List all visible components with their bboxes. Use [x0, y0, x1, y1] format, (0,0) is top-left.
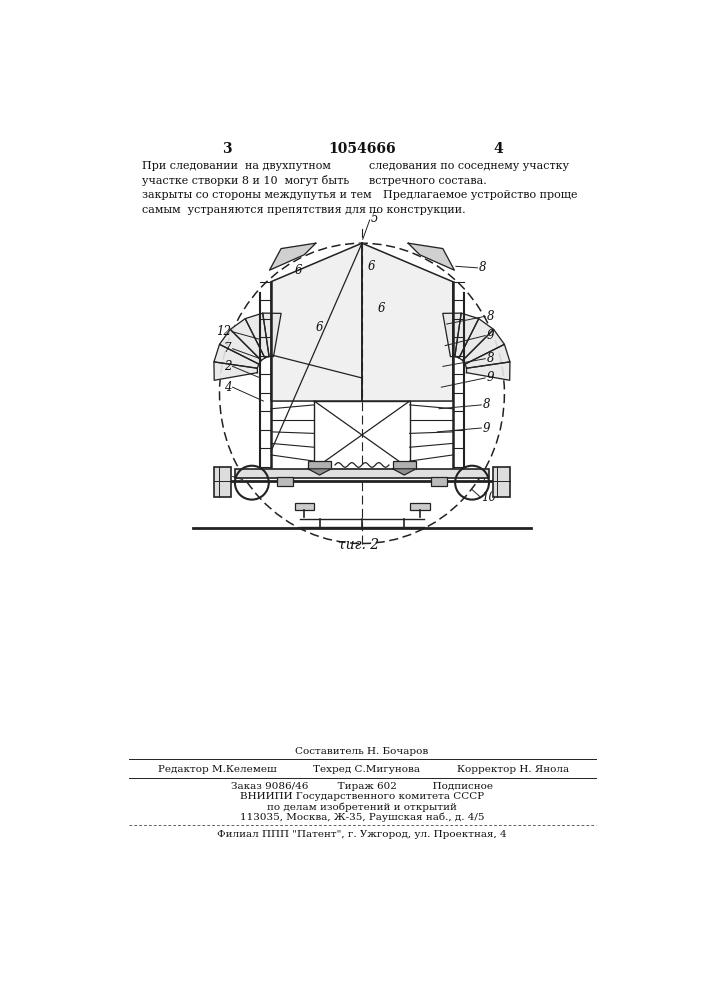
Text: 10: 10	[481, 491, 496, 504]
Bar	[493, 467, 510, 497]
Text: Предлагаемое устройство проще: Предлагаемое устройство проще	[369, 190, 578, 200]
Polygon shape	[269, 243, 316, 270]
Bar	[214, 467, 231, 497]
Text: 12: 12	[216, 325, 231, 338]
Polygon shape	[459, 319, 493, 360]
Text: Редактор М.Келемеш: Редактор М.Келемеш	[158, 765, 276, 774]
Text: 9: 9	[486, 329, 494, 342]
Polygon shape	[308, 469, 331, 475]
Text: 6: 6	[316, 321, 323, 334]
Text: 8: 8	[483, 398, 491, 411]
Bar	[295, 503, 314, 510]
Text: 8: 8	[486, 352, 494, 365]
Polygon shape	[271, 243, 362, 401]
Bar	[393, 461, 416, 469]
Text: 1054666: 1054666	[328, 142, 396, 156]
Text: 6: 6	[378, 302, 385, 315]
Text: 113035, Москва, Ж-35, Раушская наб., д. 4/5: 113035, Москва, Ж-35, Раушская наб., д. …	[240, 812, 484, 822]
Polygon shape	[214, 362, 257, 380]
Polygon shape	[408, 243, 455, 270]
Text: Корректор Н. Янола: Корректор Н. Янола	[457, 765, 569, 774]
Text: участке створки 8 и 10  могут быть: участке створки 8 и 10 могут быть	[141, 175, 349, 186]
Polygon shape	[455, 313, 479, 358]
Text: При следовании  на двухпутном: При следовании на двухпутном	[141, 161, 331, 171]
Bar	[308, 461, 331, 469]
Text: 5: 5	[371, 212, 379, 225]
Text: 4: 4	[493, 142, 503, 156]
Text: закрыты со стороны междупутья и тем: закрыты со стороны междупутья и тем	[141, 190, 371, 200]
Polygon shape	[219, 329, 262, 364]
Text: встречного состава.: встречного состава.	[369, 176, 486, 186]
Text: Техред С.Мигунова: Техред С.Мигунова	[313, 765, 421, 774]
Text: 7: 7	[223, 342, 231, 355]
Text: 9: 9	[486, 371, 494, 384]
Text: 9: 9	[479, 472, 486, 485]
Bar	[235, 469, 489, 478]
Text: 6: 6	[368, 260, 375, 273]
Polygon shape	[245, 313, 269, 358]
Text: по конструкции.: по конструкции.	[369, 205, 465, 215]
Text: следования по соседнему участку: следования по соседнему участку	[369, 161, 569, 171]
Polygon shape	[467, 362, 510, 380]
Text: ВНИИПИ Государственного комитета СССР: ВНИИПИ Государственного комитета СССР	[240, 792, 484, 801]
Polygon shape	[462, 329, 504, 364]
Text: Заказ 9086/46         Тираж 602           Подписное: Заказ 9086/46 Тираж 602 Подписное	[231, 782, 493, 791]
Polygon shape	[214, 344, 259, 368]
Text: 1: 1	[223, 470, 231, 483]
Text: 8: 8	[479, 261, 486, 274]
Text: Филиал ППП "Патент", г. Ужгород, ул. Проектная, 4: Филиал ППП "Патент", г. Ужгород, ул. Про…	[217, 830, 507, 839]
Text: 8: 8	[486, 310, 494, 323]
Polygon shape	[362, 243, 452, 401]
Text: 2: 2	[223, 360, 231, 373]
Polygon shape	[465, 344, 510, 368]
Text: самым  устраняются препятствия для: самым устраняются препятствия для	[141, 205, 366, 215]
Bar	[277, 477, 293, 486]
Text: Составитель Н. Бочаров: Составитель Н. Бочаров	[296, 747, 428, 756]
Text: 4: 4	[223, 381, 231, 394]
Polygon shape	[443, 313, 461, 357]
Polygon shape	[230, 319, 265, 360]
Text: по делам изобретений и открытий: по делам изобретений и открытий	[267, 802, 457, 812]
Text: 9: 9	[483, 422, 491, 434]
Polygon shape	[263, 313, 281, 357]
Text: 3: 3	[221, 142, 231, 156]
Bar	[431, 477, 447, 486]
Text: τиг. 2: τиг. 2	[337, 538, 379, 552]
Text: 6: 6	[294, 264, 302, 277]
Bar	[411, 503, 430, 510]
Polygon shape	[393, 469, 416, 475]
